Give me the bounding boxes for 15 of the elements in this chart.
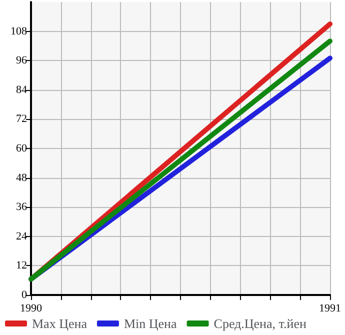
y-tick-label: 36	[16, 201, 28, 214]
y-tick-label: 60	[16, 142, 28, 154]
y-tick-label: 0	[22, 289, 28, 301]
legend-label: Min Цена	[124, 316, 177, 331]
y-tick-label: 84	[16, 84, 28, 96]
legend-label: Max Цена	[32, 316, 88, 331]
y-tick-label: 108	[10, 25, 28, 38]
x-tick-label: 1991	[319, 302, 341, 314]
y-tick-label: 24	[16, 230, 28, 242]
x-tick-label: 1990	[20, 302, 42, 314]
y-tick-label: 72	[16, 113, 27, 126]
y-tick-label: 12	[16, 260, 27, 272]
y-tick-label: 96	[16, 54, 28, 67]
legend-label: Сред.Цена, т.йен	[214, 316, 306, 331]
y-tick-label: 48	[16, 172, 28, 184]
